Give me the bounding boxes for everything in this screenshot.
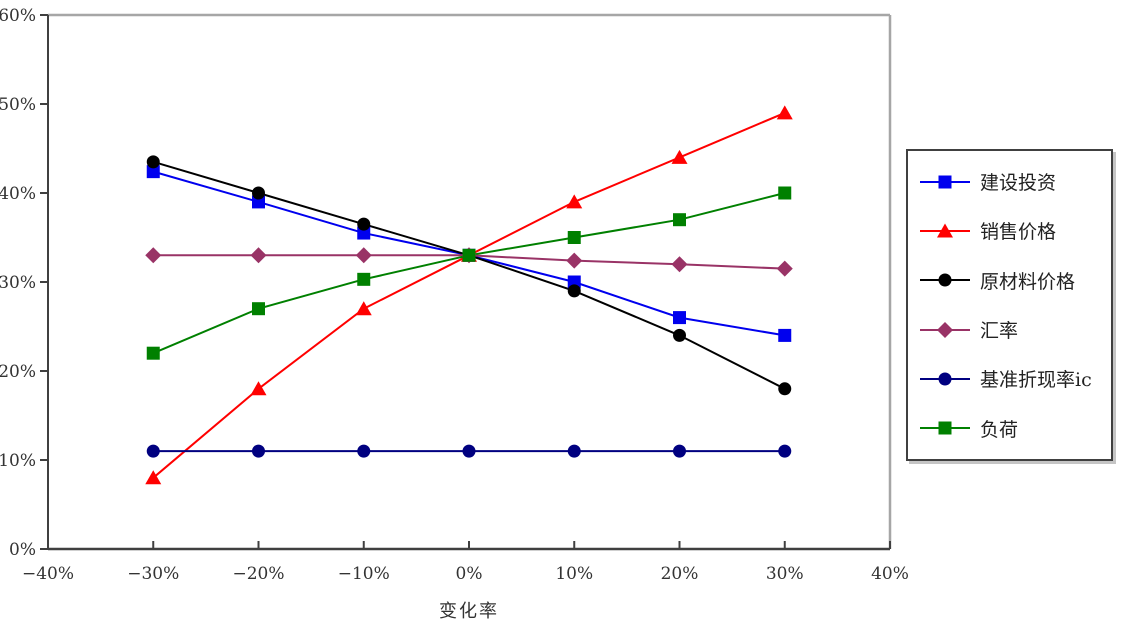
- square-marker: [938, 175, 952, 189]
- legend-item: 原材料价格: [920, 267, 1107, 294]
- square-marker: [778, 186, 792, 200]
- legend-item-label: 建设投资: [980, 172, 1057, 195]
- square-marker: [567, 231, 581, 244]
- circle-marker: [778, 444, 792, 458]
- circle-marker: [252, 444, 265, 458]
- legend-item-label: 汇率: [980, 320, 1019, 343]
- x-axis-title: 变化率: [439, 601, 499, 622]
- square-marker: [673, 213, 686, 227]
- square-marker: [673, 311, 686, 325]
- legend-item-label: 销售价格: [980, 221, 1057, 244]
- x-axis-tick-label: −40%: [22, 564, 74, 584]
- diamond-marker: [566, 252, 583, 269]
- series-line-负荷: [152, 192, 785, 355]
- legend-item-label: 原材料价格: [980, 270, 1076, 293]
- circle-marker: [938, 372, 952, 386]
- x-axis-tick-label: 0%: [456, 564, 483, 584]
- legend-item: 建设投资: [920, 168, 1107, 195]
- triangle-marker: [671, 149, 688, 164]
- circle-marker: [673, 328, 686, 342]
- triangle-marker: [250, 381, 267, 396]
- square-marker: [146, 346, 160, 360]
- circle-marker: [567, 284, 581, 298]
- circle-marker: [567, 444, 581, 458]
- square-marker: [357, 226, 371, 240]
- y-axis-tick-label: 30%: [0, 273, 36, 293]
- y-axis-tick-label: 40%: [0, 184, 36, 204]
- square-marker: [778, 328, 792, 342]
- legend-item-label: 负荷: [980, 418, 1019, 441]
- square-marker: [567, 275, 581, 289]
- square-marker: [938, 421, 952, 435]
- x-axis-tick-label: −30%: [127, 564, 179, 584]
- y-axis-tick-label: 60%: [0, 6, 36, 26]
- square-marker: [252, 302, 265, 316]
- x-axis-tick-label: 10%: [555, 564, 593, 584]
- triangle-marker: [937, 223, 953, 238]
- triangle-marker: [145, 470, 162, 485]
- circle-marker: [673, 444, 686, 458]
- x-axis-tick-label: −10%: [338, 564, 390, 584]
- y-axis-tick-label: 50%: [0, 95, 36, 115]
- legend-item-label: 基准折现率ic: [980, 369, 1092, 392]
- diamond-marker: [671, 256, 688, 273]
- diamond-marker: [355, 247, 372, 264]
- circle-marker: [938, 273, 952, 287]
- y-axis-tick-label: 10%: [0, 451, 36, 471]
- square-marker: [357, 272, 371, 286]
- x-axis-tick-label: 20%: [661, 564, 699, 584]
- triangle-marker: [355, 301, 372, 316]
- x-axis-tick-label: 40%: [871, 564, 909, 584]
- triangle-marker: [566, 194, 583, 209]
- legend-item: 汇率: [920, 316, 1107, 343]
- series-line-原材料价格: [152, 160, 786, 390]
- legend-key: [920, 372, 970, 386]
- y-axis-tick-label: 0%: [9, 540, 36, 560]
- square-marker: [146, 165, 160, 179]
- circle-marker: [357, 217, 371, 231]
- circle-marker: [778, 382, 792, 396]
- legend-item: 基准折现率ic: [920, 365, 1107, 392]
- legend-key: [920, 175, 970, 189]
- circle-marker: [462, 444, 476, 458]
- legend: 建设投资销售价格原材料价格汇率基准折现率ic 负荷: [906, 149, 1113, 461]
- circle-marker: [252, 186, 265, 200]
- triangle-marker: [776, 105, 793, 120]
- diamond-marker: [776, 260, 793, 277]
- series-line-销售价格: [152, 111, 786, 479]
- legend-key: [920, 273, 970, 287]
- legend-key: [920, 421, 970, 435]
- legend-key: [920, 321, 970, 338]
- x-axis-tick-label: −20%: [232, 564, 284, 584]
- legend-item: 销售价格: [920, 217, 1107, 244]
- diamond-marker: [250, 247, 267, 264]
- circle-marker: [146, 444, 160, 458]
- x-axis-tick-label: 30%: [766, 564, 804, 584]
- circle-marker: [146, 155, 160, 169]
- diamond-marker: [145, 247, 162, 264]
- legend-key: [920, 223, 970, 238]
- diamond-marker: [937, 321, 953, 338]
- square-marker: [252, 195, 265, 209]
- square-marker: [462, 248, 476, 262]
- circle-marker: [357, 444, 371, 458]
- legend-item: 负荷: [920, 415, 1107, 442]
- y-axis-tick-label: 20%: [0, 362, 36, 382]
